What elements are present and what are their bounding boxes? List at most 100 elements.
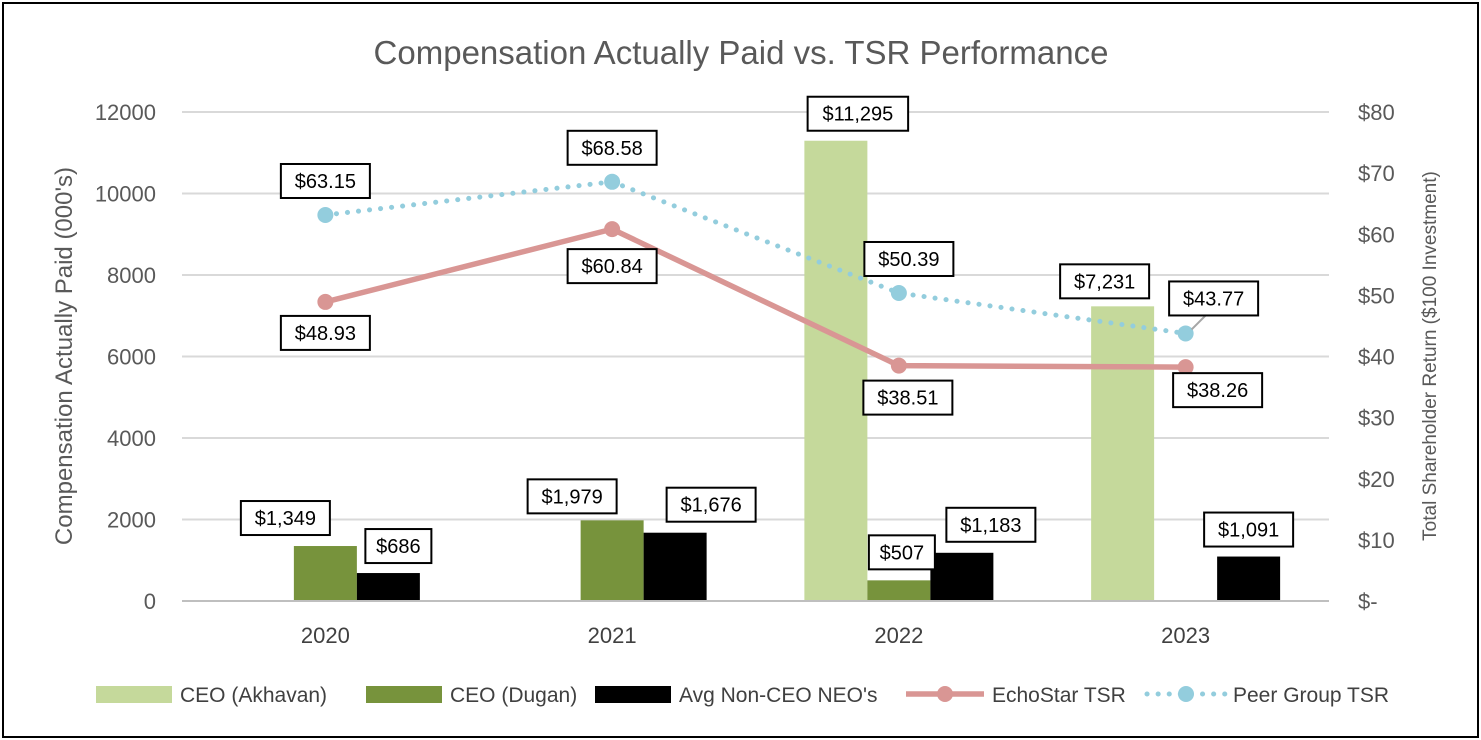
marker-1-1 <box>604 173 621 190</box>
marker-1-3 <box>1177 325 1194 342</box>
data-label-box <box>279 314 371 351</box>
data-label: $68.58 <box>566 129 658 166</box>
data-label-text: $1,349 <box>255 508 316 530</box>
data-label: $11,295 <box>806 95 910 132</box>
legend-item: EchoStar TSR <box>906 684 1126 707</box>
legend-item: Peer Group TSR <box>1144 684 1389 707</box>
legend-item: CEO (Dugan) <box>366 684 577 707</box>
data-label-box <box>526 478 618 515</box>
data-label: $686 <box>364 528 433 565</box>
legend-label: Peer Group TSR <box>1233 684 1389 707</box>
data-label-box <box>279 162 371 199</box>
y2-tick-label: $- <box>1358 589 1378 614</box>
y-tick-label: 6000 <box>107 345 156 370</box>
data-label-text: $38.26 <box>1187 380 1248 402</box>
gridlines <box>182 111 1329 602</box>
bar-0-3 <box>1091 306 1155 601</box>
data-label-box <box>1059 263 1151 300</box>
data-label-box <box>862 379 954 416</box>
marker-0-1 <box>604 221 621 238</box>
legend-label: Avg Non-CEO NEO's <box>679 684 878 707</box>
bar-layer <box>293 140 1281 601</box>
legend: CEO (Akhavan) CEO (Dugan) Avg Non-CEO NEO'… <box>96 684 1389 707</box>
y2-tick-label: $30 <box>1358 406 1395 431</box>
x-tick-label: 2022 <box>874 623 923 648</box>
bar-1-2 <box>867 580 931 601</box>
data-label-text: $1,091 <box>1218 520 1279 542</box>
chart-svg: Compensation Actually Paid vs. TSR Perfo… <box>51 34 1441 707</box>
axes-layer: 0 2000 4000 6000 8000 10000 12000 $- $10 $20 $30 $4… <box>51 100 1441 648</box>
legend-marker <box>1178 686 1194 702</box>
data-label-box <box>863 240 955 277</box>
legend-label: EchoStar TSR <box>992 684 1126 707</box>
bar-2-0 <box>356 573 420 601</box>
data-label: $1,676 <box>665 486 757 523</box>
legend-item: Avg Non-CEO NEO's <box>595 684 878 707</box>
data-label-box <box>806 95 910 132</box>
data-label: $60.84 <box>566 248 658 285</box>
data-label-text: $63.15 <box>295 171 356 193</box>
data-label-text: $43.77 <box>1183 288 1244 310</box>
bar-2-3 <box>1217 556 1281 601</box>
y-tick-label: 4000 <box>107 426 156 451</box>
data-label-box <box>945 506 1037 543</box>
data-label-text: $60.84 <box>582 256 643 278</box>
data-label: $48.93 <box>279 314 371 351</box>
legend-marker <box>937 686 953 702</box>
y-tick-label: 10000 <box>95 182 156 207</box>
x-tick-label: 2023 <box>1161 623 1210 648</box>
data-label-box <box>566 129 658 166</box>
y2-tick-label: $40 <box>1358 345 1395 370</box>
data-label-text: $7,231 <box>1074 271 1135 293</box>
y-tick-label: 12000 <box>95 100 156 125</box>
data-label-text: $11,295 <box>822 104 893 126</box>
chart-title: Compensation Actually Paid vs. TSR Perfo… <box>374 34 1109 71</box>
data-label-text: $1,979 <box>542 486 603 508</box>
marker-0-0 <box>317 293 334 310</box>
line-1 <box>322 179 1189 336</box>
data-label-text: $507 <box>880 542 925 564</box>
y2-axis-title: Total Shareholder Return ($100 Investmen… <box>1420 171 1441 541</box>
marker-0-2 <box>890 357 907 374</box>
bar-1-0 <box>293 546 357 601</box>
x-tick-label: 2021 <box>588 623 637 648</box>
y-tick-label: 2000 <box>107 508 156 533</box>
bar-2-1 <box>643 532 707 601</box>
data-label-text: $50.39 <box>878 249 939 271</box>
data-label-box <box>665 486 757 523</box>
data-label-box <box>239 500 331 537</box>
bar-1-1 <box>580 520 644 601</box>
data-label: $43.77 <box>1168 280 1260 317</box>
data-label: $1,183 <box>945 506 1037 543</box>
data-label: $38.51 <box>862 379 954 416</box>
data-label-box <box>566 248 658 285</box>
marker-0-3 <box>1177 359 1194 376</box>
data-label-text: $1,183 <box>960 515 1021 537</box>
legend-swatch <box>366 686 442 703</box>
y-tick-label: 8000 <box>107 263 156 288</box>
data-label-box <box>1168 280 1260 317</box>
data-label-text: $1,676 <box>681 495 742 517</box>
data-label-text: $48.93 <box>295 323 356 345</box>
legend-swatch <box>595 686 671 703</box>
legend-item: CEO (Akhavan) <box>96 684 327 707</box>
data-label: $38.26 <box>1172 372 1264 409</box>
y2-tick-label: $60 <box>1358 222 1395 247</box>
leader-line <box>1190 314 1207 331</box>
y2-tick-label: $80 <box>1358 100 1395 125</box>
legend-label: CEO (Dugan) <box>450 684 577 707</box>
x-tick-label: 2020 <box>301 623 350 648</box>
y2-tick-label: $50 <box>1358 283 1395 308</box>
y-tick-label: 0 <box>144 589 156 614</box>
data-label-text: $38.51 <box>877 388 938 410</box>
data-label: $1,091 <box>1203 511 1295 548</box>
marker-1-2 <box>890 284 907 301</box>
data-label-box <box>1203 511 1295 548</box>
y2-tick-label: $70 <box>1358 161 1395 186</box>
bar-0-2 <box>804 140 868 601</box>
line-0 <box>324 226 1186 370</box>
marker-1-0 <box>317 206 334 223</box>
bar-2-2 <box>930 552 994 601</box>
line-layer <box>317 173 1194 376</box>
legend-swatch <box>96 686 172 703</box>
